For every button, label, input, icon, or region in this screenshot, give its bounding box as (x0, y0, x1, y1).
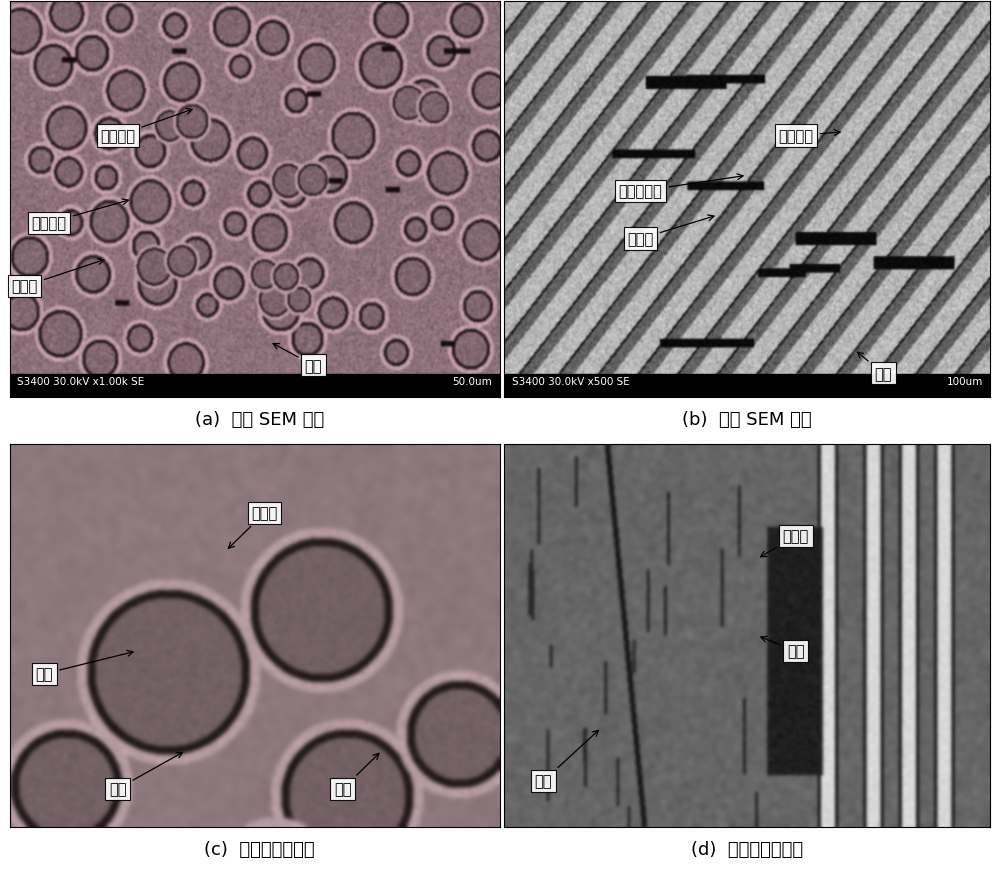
Text: 纤维丝: 纤维丝 (627, 215, 714, 247)
Text: (a)  横向 SEM 照片: (a) 横向 SEM 照片 (195, 410, 324, 429)
Text: (d)  纵向局部放大图: (d) 纵向局部放大图 (691, 840, 803, 858)
Text: 间隙缺陷: 间隙缺陷 (100, 109, 192, 144)
Text: 间隙: 间隙 (334, 753, 379, 797)
Text: 纤维丝断口: 纤维丝断口 (619, 175, 743, 199)
Bar (10, 375, 500, 398)
Text: 基体: 基体 (109, 752, 183, 797)
Text: 间隙: 间隙 (761, 637, 805, 658)
Text: 纤维丝: 纤维丝 (12, 260, 104, 294)
Bar (504, 375, 990, 398)
Text: 基体: 基体 (273, 344, 322, 373)
Text: 粘连纤维: 粘连纤维 (32, 199, 128, 231)
Text: 基体: 基体 (857, 353, 892, 381)
Text: 100um: 100um (946, 377, 983, 386)
Text: 间隙: 间隙 (36, 650, 133, 681)
Text: (c)  横向局部放大图: (c) 横向局部放大图 (204, 840, 315, 858)
Text: 50.0um: 50.0um (452, 377, 492, 386)
Text: 纤维丝: 纤维丝 (228, 506, 278, 548)
Text: S3400 30.0kV x1.00k SE: S3400 30.0kV x1.00k SE (17, 377, 145, 386)
Text: S3400 30.0kV x500 SE: S3400 30.0kV x500 SE (512, 377, 630, 386)
Text: 间隙缺陷: 间隙缺陷 (778, 129, 840, 144)
Text: 基体: 基体 (535, 730, 599, 789)
Text: 纤维丝: 纤维丝 (761, 529, 809, 557)
Text: (b)  纵向 SEM 照片: (b) 纵向 SEM 照片 (682, 410, 812, 429)
